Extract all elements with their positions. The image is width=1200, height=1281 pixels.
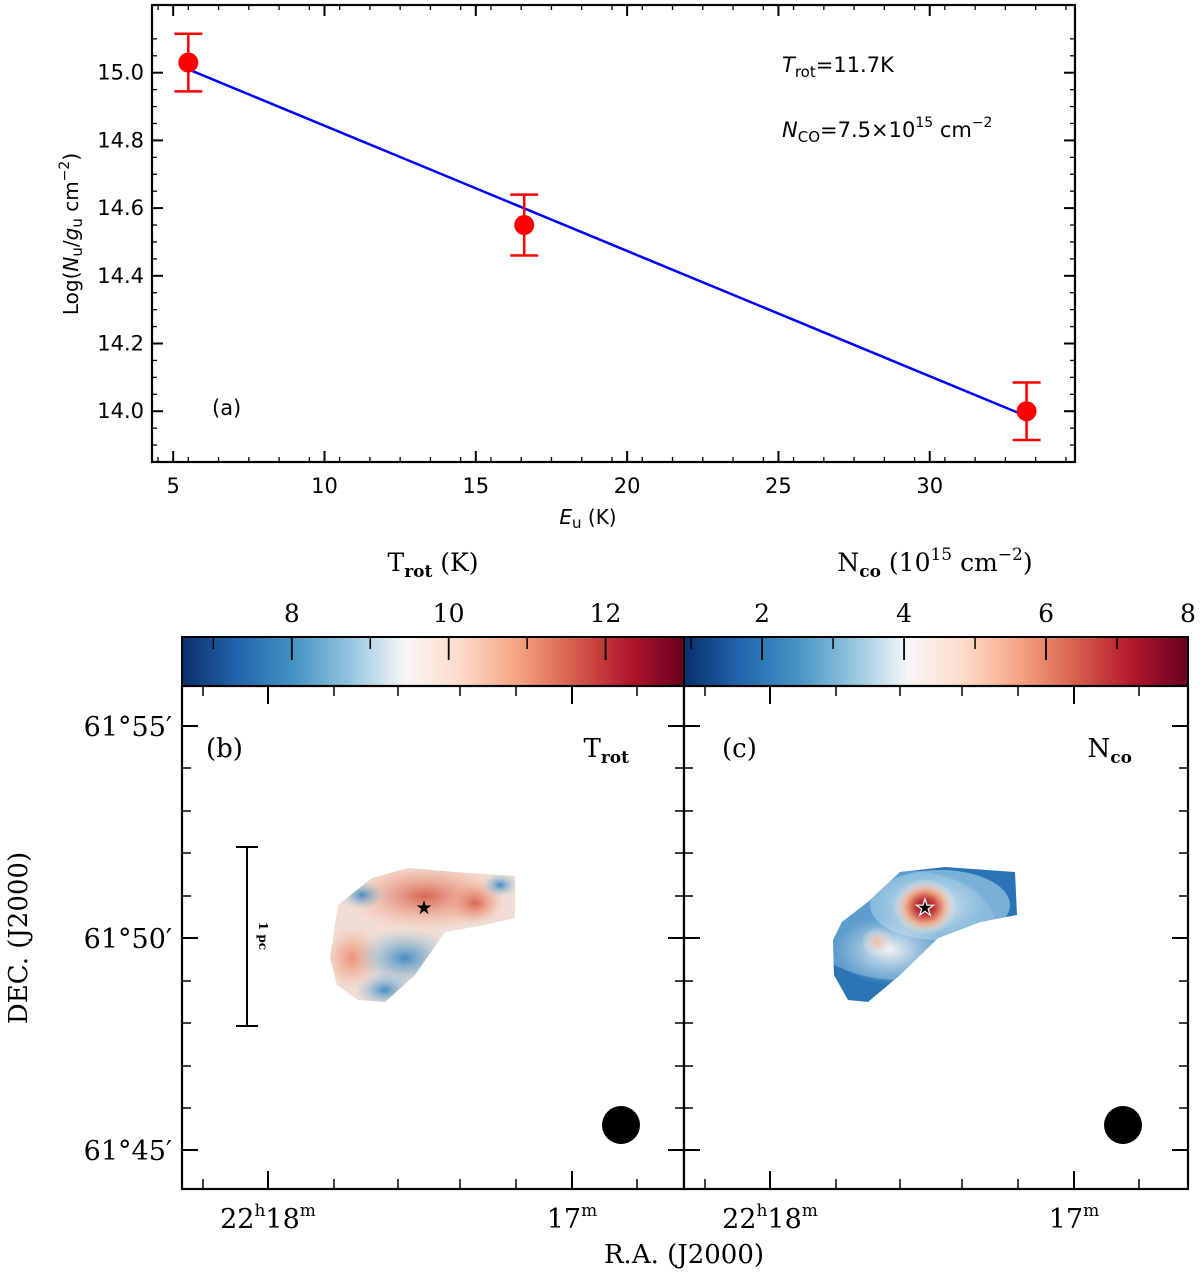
panel-a-series	[174, 32, 1041, 442]
y-tick-label: 14.4	[97, 264, 144, 288]
trot-map-corner-label: Trot	[584, 734, 630, 768]
dec-tick-label: 61°55′	[84, 712, 172, 743]
colorbar-tick-label: 8	[1180, 599, 1196, 628]
dec-tick-label: 61°45′	[84, 1136, 172, 1167]
ra-tick-label: 22h18m	[220, 1201, 316, 1235]
x-tick-label: 30	[916, 474, 943, 498]
ra-axis-label: R.A. (J2000)	[604, 1240, 764, 1270]
nco-map-panel: (c) Nco ★	[682, 684, 1190, 1191]
trot-colorbar: 8 10 12 Trot (K)	[181, 548, 685, 687]
fit-line	[187, 68, 1028, 418]
colorbar-tick-label: 4	[896, 599, 912, 628]
trot-colorbar-gradient	[181, 636, 685, 687]
panel-a-frame	[150, 3, 1077, 464]
colorbar-tick-label: 6	[1038, 599, 1054, 628]
trot-colorbar-label: Trot (K)	[388, 548, 479, 582]
nco-colorbar-ticks: 2 4 6 8	[690, 599, 1196, 660]
x-tick-label: 20	[614, 474, 641, 498]
nco-beam-icon	[1104, 1106, 1142, 1144]
x-tick-label: 15	[462, 474, 489, 498]
x-tick-label: 10	[311, 474, 338, 498]
trot-beam-icon	[602, 1106, 640, 1144]
y-tick-label: 14.0	[97, 399, 144, 423]
x-tick-label: 25	[765, 474, 792, 498]
y-tick-label: 14.8	[97, 128, 144, 152]
x-tick-label: 5	[166, 474, 179, 498]
trot-source-star-icon: ★	[415, 897, 432, 919]
data-point	[178, 52, 199, 73]
panel-a-y-ticks: 14.0 14.2 14.4 14.6 14.8 15.0	[97, 38, 1075, 446]
nco-source-star-icon: ★	[915, 896, 935, 921]
y-tick-label: 14.6	[97, 196, 144, 220]
scale-bar-label: 1 pc	[256, 922, 270, 950]
nco-map-panel-label: (c)	[722, 734, 757, 764]
nco-map-ticks	[684, 686, 1188, 1189]
ra-tick-label: 17m	[547, 1201, 597, 1235]
trot-map-panel: (b) Trot 1 pc ★	[180, 684, 686, 1191]
panel-a-x-ticks: 5 10 15 20 25 30	[157, 5, 1067, 498]
nco-colorbar-gradient	[683, 636, 1189, 687]
data-point	[514, 215, 535, 236]
dec-axis-label: DEC. (J2000)	[4, 852, 34, 1024]
ra-tick-label: 22h18m	[722, 1201, 818, 1235]
colorbar-tick-label: 10	[433, 599, 465, 628]
nco-colorbar: 2 4 6 8 Nco (1015 cm−2)	[683, 545, 1196, 687]
trot-map-panel-label: (b)	[206, 734, 243, 764]
y-tick-label: 15.0	[97, 61, 144, 85]
panel-a-x-axis-label: Eu (K)	[559, 505, 616, 532]
colorbar-tick-label: 8	[284, 599, 300, 628]
scale-bar: 1 pc	[236, 846, 270, 1027]
panel-a-y-axis-label: Log(Nu/gu cm−2)	[57, 153, 86, 315]
trot-map-ticks	[182, 686, 684, 1189]
y-tick-label: 14.2	[97, 332, 144, 356]
data-point	[1016, 401, 1037, 422]
panel-a-label: (a)	[212, 396, 241, 420]
ra-tick-labels: 22h18m 17m 22h18m 17m	[220, 1201, 1099, 1235]
colorbar-tick-label: 12	[590, 599, 622, 628]
annotation-nco: NCO=7.5×1015 cm−2	[782, 115, 992, 146]
ra-tick-label: 17m	[1049, 1201, 1099, 1235]
nco-map-corner-label: Nco	[1088, 734, 1132, 768]
nco-colorbar-label: Nco (1015 cm−2)	[837, 545, 1032, 582]
colorbar-tick-label: 2	[754, 599, 770, 628]
dec-tick-label: 61°50′	[84, 924, 172, 955]
annotation-trot: Trot=11.7K	[782, 53, 895, 81]
dec-tick-labels: 61°55′ 61°50′ 61°45′	[84, 712, 172, 1167]
rotation-diagram-panel: 5 10 15 20 25 30 14.0 14.2 14.4 14.6 14.8 15.0 (a)…	[57, 3, 1077, 532]
